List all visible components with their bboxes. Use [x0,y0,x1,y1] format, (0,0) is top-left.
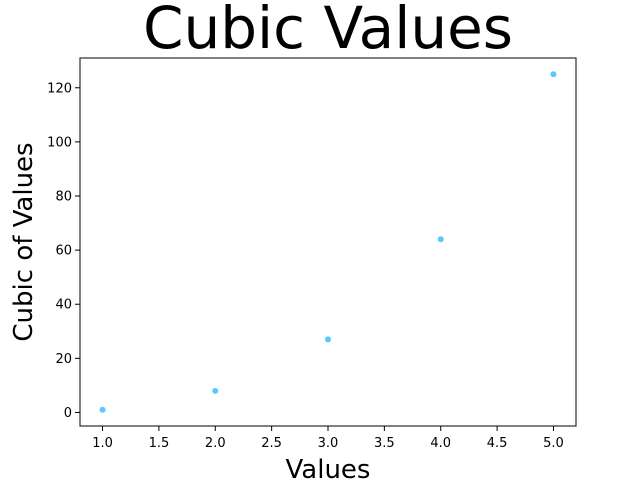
y-tick-label: 0 [64,406,72,421]
x-tick-label: 2.0 [205,436,226,451]
y-tick-label: 100 [47,135,72,150]
x-tick-label: 3.5 [374,436,395,451]
x-tick-label: 2.5 [261,436,282,451]
y-tick-label: 60 [55,244,72,259]
plot-area [79,57,577,427]
data-point [550,71,557,78]
data-point [212,387,219,394]
x-tick-label: 1.5 [149,436,170,451]
x-axis: 1.0 1.5 2.0 2.5 3.0 3.5 4.0 4.5 5.0 [92,426,564,451]
data-point [325,336,331,343]
y-tick-label: 120 [47,81,72,96]
x-tick-label: 1.0 [92,436,113,451]
y-tick-label: 40 [55,298,72,313]
x-tick-label: 5.0 [543,436,564,451]
y-axis-label: Cubic of Values [9,142,39,341]
data-point [437,236,444,243]
x-tick-label: 4.0 [430,436,451,451]
chart-title: Cubic Values [143,0,513,62]
y-tick-label: 80 [55,190,72,205]
data-points [99,71,557,413]
x-tick-label: 3.0 [318,436,339,451]
data-point [99,406,106,413]
y-tick-label: 20 [55,352,72,367]
y-axis: 0 20 40 60 80 100 120 [47,81,80,421]
x-tick-label: 4.5 [487,436,508,451]
x-axis-label: Values [286,455,371,480]
